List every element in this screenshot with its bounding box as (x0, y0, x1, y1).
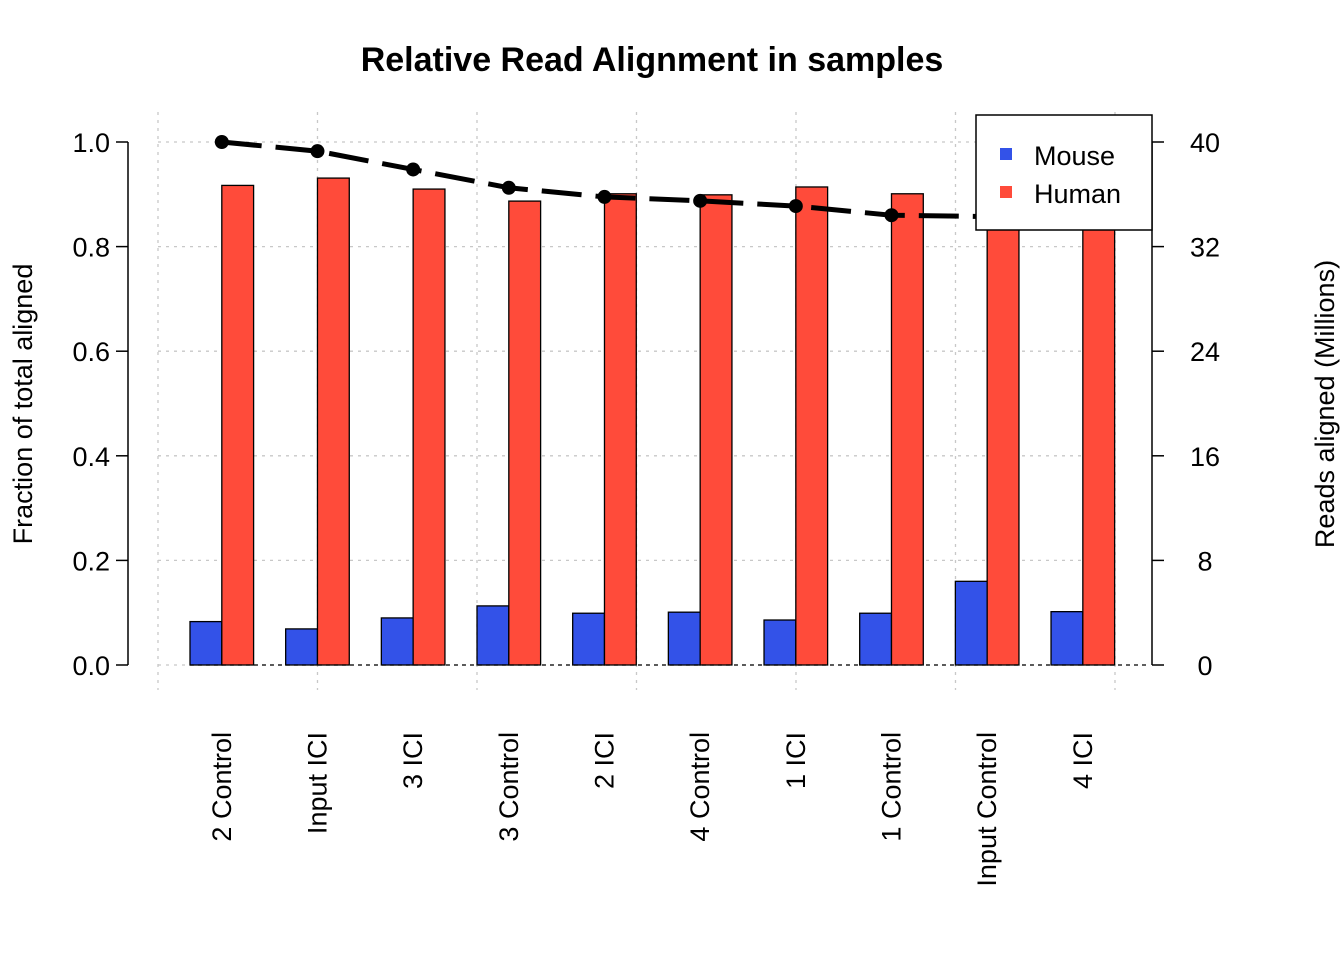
x-axis-labels: 2 Control Input ICI 3 ICI 3 Control 2 ICI 4 C… (207, 732, 1098, 887)
bar-human (316, 177, 350, 666)
category-label: 3 Control (494, 732, 524, 842)
left-axis-tick-label: 1.0 (72, 128, 110, 158)
category-label: 4 Control (685, 732, 715, 842)
right-axis-tick-label: 40 (1190, 128, 1220, 158)
right-axis-tick-label: 32 (1190, 233, 1220, 263)
category-label: 1 Control (876, 732, 906, 842)
category-label: 1 ICI (781, 732, 811, 789)
right-axis-tick-label: 8 (1197, 546, 1212, 576)
bars (189, 177, 1147, 666)
reads-aligned-point (310, 144, 325, 159)
bar-human (221, 184, 255, 666)
left-y-axis: 0.0 0.2 0.4 0.6 0.8 1.0 (72, 128, 129, 681)
bar-mouse (572, 612, 606, 666)
chart-title: Relative Read Alignment in samples (361, 41, 944, 79)
reads-aligned-point (884, 208, 899, 223)
bar-human (1082, 194, 1116, 666)
legend-label-mouse: Mouse (1034, 141, 1115, 171)
bar-mouse (667, 611, 701, 666)
bar-human (890, 193, 924, 666)
reads-aligned-point (501, 180, 516, 195)
category-label: 2 Control (207, 732, 237, 842)
bar-human (986, 225, 1020, 666)
left-axis-label: Fraction of total aligned (8, 264, 38, 545)
right-axis-tick-label: 0 (1197, 651, 1212, 681)
category-label: Input ICI (302, 732, 332, 834)
bar-human (699, 194, 733, 666)
bar-mouse (380, 617, 414, 666)
category-label: 4 ICI (1068, 732, 1098, 789)
right-axis-label: Reads aligned (Millions) (1310, 260, 1340, 548)
bar-mouse (285, 628, 319, 666)
left-axis-tick-label: 0.8 (72, 233, 110, 263)
category-label: Input Control (972, 732, 1002, 887)
left-axis-tick-label: 0.6 (72, 337, 110, 367)
bar-mouse (1050, 611, 1084, 666)
reads-aligned-point (214, 135, 229, 149)
bar-mouse (189, 620, 223, 666)
bar-mouse (476, 605, 510, 666)
right-axis-tick-label: 24 (1190, 337, 1220, 367)
reads-aligned-point (597, 189, 612, 204)
reads-aligned-point (788, 199, 803, 214)
legend: Mouse Human (975, 114, 1153, 231)
right-axis-tick-label: 16 (1190, 442, 1220, 472)
left-axis-tick-label: 0.0 (72, 651, 110, 681)
legend-swatch-mouse (1000, 148, 1012, 160)
reads-aligned-line-path (221, 139, 1083, 221)
left-axis-tick-label: 0.2 (72, 546, 110, 576)
bar-human (603, 193, 637, 666)
category-label: 2 ICI (589, 732, 619, 789)
reads-aligned-point (406, 162, 421, 177)
bar-mouse (763, 619, 797, 666)
bar-mouse (859, 612, 893, 666)
bar-mouse (954, 580, 988, 666)
right-y-axis: 0 8 16 24 32 40 (1151, 128, 1220, 681)
reads-aligned-point (693, 193, 708, 208)
bar-human (508, 200, 542, 666)
category-label: 3 ICI (398, 732, 428, 789)
bar-human (795, 186, 829, 666)
legend-label-human: Human (1034, 179, 1121, 209)
bar-human (412, 188, 446, 666)
left-axis-tick-label: 0.4 (72, 442, 110, 472)
legend-box (975, 114, 1153, 231)
legend-swatch-human (1000, 186, 1012, 198)
